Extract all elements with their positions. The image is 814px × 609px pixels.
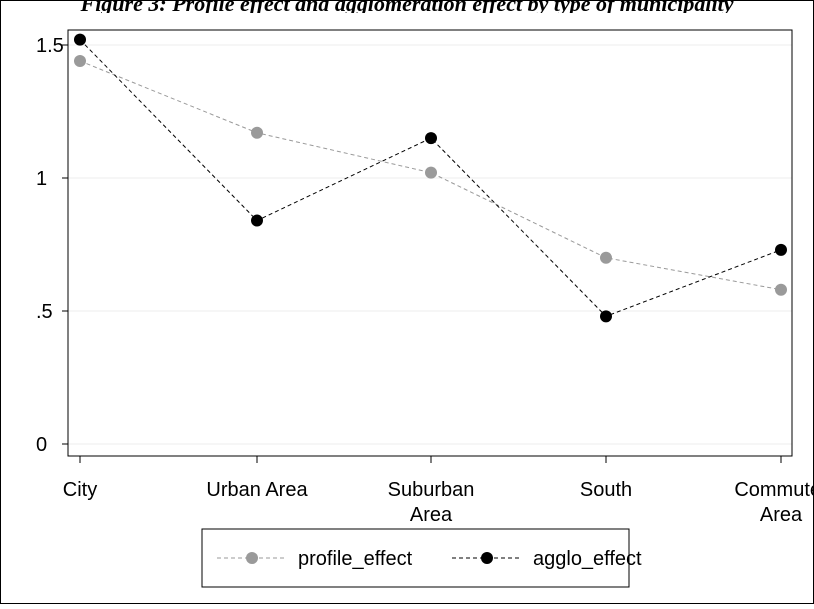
data-point [74, 33, 86, 46]
y-tick-label: 1 [36, 168, 47, 190]
legend-marker [246, 552, 258, 564]
legend-marker [481, 552, 493, 564]
data-point [251, 126, 263, 139]
plot-area-border [67, 29, 793, 457]
legend: profile_effect agglo_effect [201, 528, 642, 588]
data-point [74, 54, 86, 67]
x-tick-label: Area [410, 504, 453, 526]
x-tick-label: Urban Area [206, 479, 308, 501]
data-point [425, 132, 437, 145]
series-layer [74, 33, 787, 323]
figure-caption: Figure 3: Profile effect and agglomerati… [80, 0, 734, 13]
gridlines [68, 44, 792, 445]
series-profile_effect [74, 54, 787, 296]
legend-label: agglo_effect [533, 548, 642, 570]
data-point [425, 166, 437, 179]
x-tick-label: City [63, 479, 97, 501]
x-tick-label: South [580, 479, 632, 501]
legend-label: profile_effect [298, 548, 413, 570]
y-tick-label: 0 [36, 434, 47, 456]
data-point [600, 310, 612, 323]
data-point [600, 251, 612, 264]
data-point [775, 243, 787, 256]
x-tick-label: Area [760, 504, 803, 526]
series-agglo_effect [74, 33, 787, 323]
y-tick-label: 1.5 [36, 35, 64, 57]
data-point [251, 214, 263, 227]
y-tick-label: .5 [36, 301, 53, 323]
series-line [79, 60, 782, 291]
x-tick-label: Commuter [734, 479, 814, 501]
series-line [79, 39, 782, 317]
x-tick-label: Suburban [388, 479, 475, 501]
data-point [775, 283, 787, 296]
x-axis: City Urban Area Suburban Area South Commuter A… [63, 456, 814, 526]
y-axis: 0 .5 1 1.5 [36, 35, 68, 456]
